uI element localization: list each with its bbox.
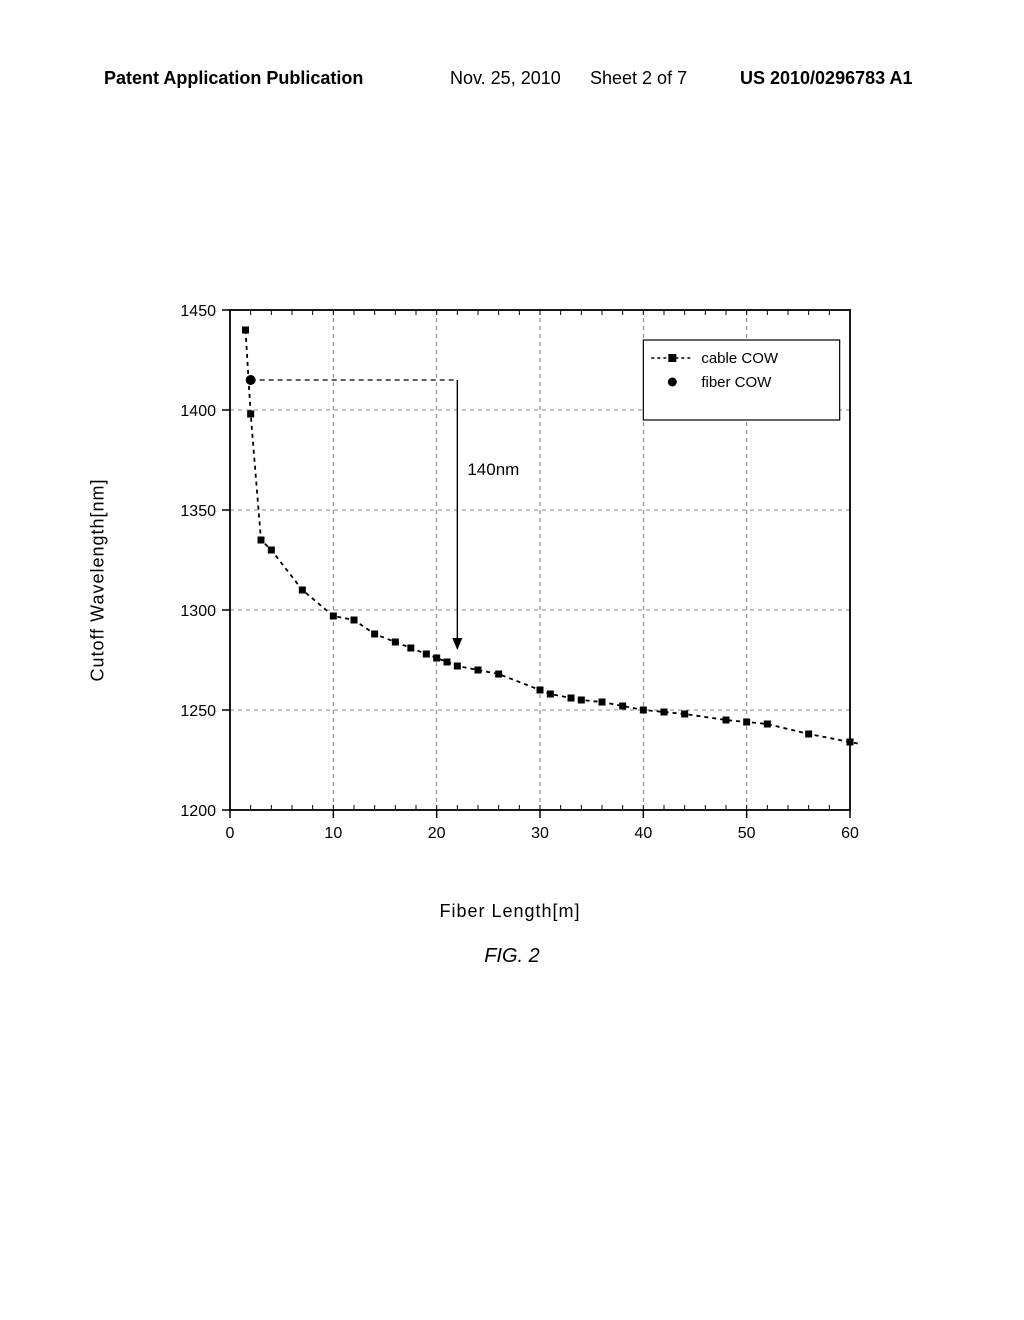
svg-text:fiber COW: fiber COW — [701, 374, 772, 391]
header-pub: US 2010/0296783 A1 — [740, 68, 912, 89]
svg-text:30: 30 — [531, 825, 549, 842]
svg-text:10: 10 — [324, 825, 342, 842]
svg-text:40: 40 — [634, 825, 652, 842]
header-sheet: Sheet 2 of 7 — [590, 68, 687, 89]
header-date: Nov. 25, 2010 — [450, 68, 561, 89]
svg-text:60: 60 — [841, 825, 859, 842]
svg-text:cable COW: cable COW — [701, 350, 779, 367]
header-left: Patent Application Publication — [104, 68, 363, 89]
chart-svg: 0 10 20 30 40 50 60 1200 1250 1300 1350 1400 1450 140… — [160, 300, 860, 850]
figure-caption: FIG. 2 — [484, 945, 540, 968]
chart-container: Cutoff Wavelength[nm] Fiber Length[m] 01… — [160, 300, 860, 860]
svg-text:1400: 1400 — [180, 403, 216, 420]
svg-text:1450: 1450 — [180, 303, 216, 320]
svg-text:1200: 1200 — [180, 803, 216, 820]
svg-text:50: 50 — [738, 825, 756, 842]
y-axis-label: Cutoff Wavelength[nm] — [88, 478, 109, 681]
x-axis-label: Fiber Length[m] — [439, 901, 580, 922]
svg-text:1350: 1350 — [180, 503, 216, 520]
svg-text:20: 20 — [428, 825, 446, 842]
svg-text:0: 0 — [226, 825, 235, 842]
page: Patent Application Publication Nov. 25, … — [0, 0, 1024, 1320]
svg-text:140nm: 140nm — [467, 460, 519, 479]
svg-text:1250: 1250 — [180, 703, 216, 720]
svg-text:1300: 1300 — [180, 603, 216, 620]
